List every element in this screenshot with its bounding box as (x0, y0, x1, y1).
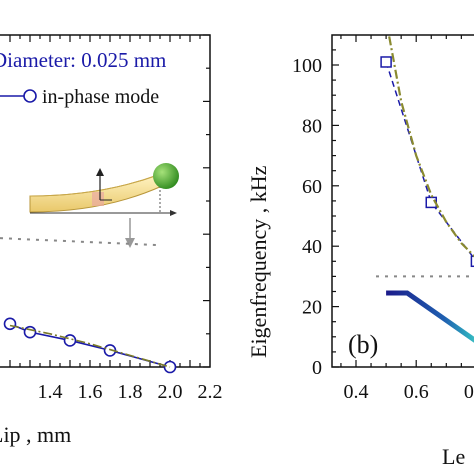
panel-b-y-tick-labels: 0 20 40 60 80 100 (292, 55, 322, 379)
panel-a-series (3, 317, 177, 374)
legend-label: in-phase mode (42, 86, 159, 108)
panel-a-x-tick-labels: 1.4 1.6 1.8 2.0 2.2 (38, 381, 223, 403)
y-tick-label: 0 (312, 357, 322, 379)
axis-arrow-icon (170, 210, 177, 216)
panel-b-x-tick-labels: 0.4 0.6 0.8 (344, 381, 474, 403)
series-band (386, 290, 474, 343)
panel-b: 0 20 40 60 80 100 0.4 0.6 0.8 Eigenfrequency , … (246, 34, 474, 469)
panel-a-right-ticks (203, 34, 210, 368)
x-tick-label: 2.0 (158, 381, 183, 403)
data-point-square (470, 255, 474, 268)
data-point-circle (23, 325, 37, 339)
panel-a-reference-line (0, 237, 161, 247)
x-tick-label: 1.4 (38, 381, 63, 403)
y-tick-label: 40 (302, 236, 322, 258)
data-point-circle (3, 317, 17, 331)
diameter-label: Diameter: 0.025 mm (0, 48, 166, 72)
x-tick-label: 0.4 (344, 381, 369, 403)
x-tick-label: 0.6 (404, 381, 429, 403)
panel-b-series (380, 36, 474, 343)
legend-in-phase: in-phase mode (0, 86, 159, 108)
y-tick-label: 60 (302, 176, 322, 198)
legend-marker-circle (23, 89, 37, 103)
panel-b-x-axis-label: Le (442, 444, 465, 469)
data-point-circle (63, 334, 77, 347)
strain-patch (92, 192, 104, 206)
x-tick-label: 1.8 (118, 381, 143, 403)
x-tick-label: 2.2 (198, 381, 223, 403)
arrow-head-icon (96, 168, 104, 176)
y-tick-label: 100 (292, 55, 322, 77)
panel-b-y-axis-label: Eigenfrequency , kHz (246, 165, 271, 358)
y-tick-label: 20 (302, 297, 322, 319)
panel-a-x-axis-label: Lip , mm (0, 422, 71, 447)
series-line (387, 36, 474, 258)
x-tick-label: 0.8 (464, 381, 474, 403)
panel-b-label: (b) (348, 330, 378, 359)
y-tick-label: 80 (302, 115, 322, 137)
series-line (9, 324, 171, 368)
tip-ball (153, 163, 179, 189)
panel-a: Diameter: 0.025 mm in-phase mode (0, 34, 223, 447)
down-arrow-icon (125, 238, 135, 248)
panel-b-ticks (332, 35, 462, 368)
panel-b-label-box (342, 313, 392, 357)
cantilever-inset (29, 163, 179, 248)
data-point-square (380, 56, 392, 68)
panel-a-top-ticks (9, 35, 201, 42)
x-tick-label: 1.6 (78, 381, 103, 403)
